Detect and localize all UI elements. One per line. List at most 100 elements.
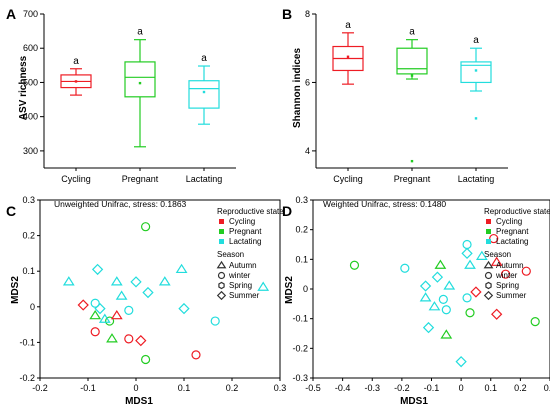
panel-c-ylabel: MDS2 bbox=[10, 276, 21, 304]
panel-c-legend-shape bbox=[216, 260, 227, 269]
panel-a-xtick-label: Cycling bbox=[61, 174, 91, 184]
panel-d-xtick-label: -0.2 bbox=[394, 383, 410, 393]
panel-d-legend-season-label: winter bbox=[495, 271, 518, 280]
panel-c-data-point bbox=[91, 263, 104, 276]
panel-b-significance-letter: a bbox=[345, 20, 351, 31]
panel-d-data-point bbox=[422, 321, 435, 334]
panel-d-legend-label: Pregnant bbox=[496, 227, 529, 236]
panel-d-data-point bbox=[400, 263, 410, 273]
panel-d-data-point bbox=[489, 233, 499, 244]
panel-c-legend-shape bbox=[216, 290, 227, 301]
panel-c-data-point bbox=[135, 334, 147, 347]
panel-d-data-point bbox=[434, 259, 447, 269]
panel-d-xtick-label: 0.1 bbox=[484, 383, 497, 393]
panel-a-box bbox=[124, 61, 156, 98]
panel-c-legend-shape bbox=[218, 281, 225, 290]
panel-a-ytick-label: 300 bbox=[23, 146, 38, 156]
panel-d-data-point bbox=[349, 260, 360, 270]
panel-c-xtick-label: -0.2 bbox=[32, 383, 48, 393]
panel-c-data-point bbox=[141, 354, 151, 365]
panel-c-data-point bbox=[110, 276, 123, 286]
panel-d-legend-label: Cycling bbox=[496, 217, 522, 226]
panel-d-data-point bbox=[419, 292, 432, 302]
panel-c-data-point bbox=[62, 276, 75, 286]
panel-c-legend-swatch bbox=[219, 229, 224, 234]
panel-c-legend-shape bbox=[217, 271, 226, 280]
panel-d-xtick-label: -0.5 bbox=[305, 383, 321, 393]
panel-c-data-point bbox=[104, 316, 115, 326]
panel-d-xtick-label: -0.1 bbox=[424, 383, 440, 393]
panel-label-d: D bbox=[282, 203, 292, 219]
panel-d-ytick-label: 0 bbox=[303, 284, 308, 294]
panel-c-data-point bbox=[124, 334, 134, 344]
panel-d-data-point bbox=[464, 259, 476, 269]
panel-d-legend-season-label: Autumn bbox=[496, 261, 524, 270]
panel-b-xtick-label: Lactating bbox=[458, 174, 495, 184]
panel-d-legend-shape bbox=[483, 260, 494, 269]
panel-d-legend-title: Reproductive state bbox=[484, 207, 550, 216]
panel-d-data-point bbox=[438, 294, 448, 304]
panel-c-data-point bbox=[77, 299, 89, 311]
panel-c-data-point bbox=[89, 309, 102, 320]
panel-d-data-point bbox=[455, 356, 467, 368]
panel-c-ytick-label: 0.2 bbox=[22, 231, 35, 241]
panel-d-xlabel: MDS1 bbox=[400, 396, 428, 407]
panel-a-xtick-label: Lactating bbox=[186, 174, 223, 184]
panel-a-xtick-label: Pregnant bbox=[122, 174, 159, 184]
panel-d-data-point bbox=[461, 247, 473, 260]
panel-c-xtick-label: 0 bbox=[133, 383, 138, 393]
panel-d-data-point bbox=[521, 266, 531, 276]
panel-b-xtick-label: Pregnant bbox=[394, 174, 431, 184]
panel-d-xtick-label: -0.4 bbox=[335, 383, 351, 393]
panel-c-data-point bbox=[94, 302, 106, 315]
panel-b-outlier bbox=[474, 117, 478, 120]
panel-d-xtick-label: -0.3 bbox=[364, 383, 380, 393]
panel-b-mean-marker bbox=[474, 69, 478, 72]
panel-c-xtick-label: 0.1 bbox=[178, 383, 191, 393]
panel-d-xtick-label: 0 bbox=[459, 383, 464, 393]
panel-b-outlier bbox=[410, 159, 414, 163]
panel-c-ytick-label: -0.2 bbox=[19, 373, 35, 383]
panel-b-ytick-label: 8 bbox=[305, 9, 310, 19]
panel-d-legend-swatch bbox=[486, 229, 491, 234]
panel-c-data-point bbox=[257, 281, 270, 291]
panel-c-data-point bbox=[124, 305, 134, 315]
panel-c-legend-label: Pregnant bbox=[229, 227, 262, 236]
panel-d-legend-season-label: Spring bbox=[496, 281, 519, 290]
panel-d-data-point bbox=[431, 271, 444, 283]
panel-d-data-point bbox=[470, 286, 482, 298]
panel-c-data-point bbox=[210, 316, 220, 326]
panel-a-mean-marker bbox=[202, 90, 206, 94]
panel-d-ylabel: MDS2 bbox=[284, 276, 295, 304]
panel-c-ytick-label: 0 bbox=[30, 302, 35, 312]
panel-d-legend-shape bbox=[484, 271, 493, 280]
panel-c-data-point bbox=[178, 302, 190, 315]
panel-d-ytick-label: -0.2 bbox=[292, 343, 308, 353]
panel-d-ytick-label: 0.3 bbox=[295, 195, 308, 205]
panel-c-data-point bbox=[141, 222, 151, 232]
panel-a-significance-letter: a bbox=[201, 53, 207, 64]
panel-d-legend-swatch bbox=[486, 219, 491, 224]
panel-a-box bbox=[188, 80, 220, 109]
panel-c-data-point bbox=[191, 350, 201, 360]
panel-d-xtick-label: 0.3 bbox=[544, 383, 550, 393]
panel-c-xlabel: MDS1 bbox=[125, 396, 153, 407]
panel-d-ytick-label: -0.1 bbox=[292, 314, 308, 324]
panel-c-xtick-label: -0.1 bbox=[80, 383, 96, 393]
panel-d-data-point bbox=[475, 250, 488, 260]
panel-d-data-point bbox=[441, 305, 451, 315]
panel-c-data-point bbox=[98, 313, 111, 323]
panel-c-data-point bbox=[130, 276, 142, 288]
panel-c-season-title: Season bbox=[217, 250, 244, 259]
panel-c-legend-label: Cycling bbox=[229, 217, 255, 226]
panel-a-ytick-label: 600 bbox=[23, 43, 38, 53]
panel-c-ytick-label: 0.1 bbox=[22, 266, 35, 276]
panel-b-boxplot: B Shannon indices 4 6 8 Cycling Pregnant Lact… bbox=[282, 6, 508, 184]
panel-d-legend-shape bbox=[485, 281, 492, 290]
panel-a-significance-letter: a bbox=[73, 56, 79, 67]
panel-b-significance-letter: a bbox=[473, 35, 479, 46]
panel-c-legend-season-label: Autumn bbox=[229, 261, 257, 270]
panel-a-mean-marker bbox=[74, 80, 78, 83]
panel-c-plot-frame bbox=[39, 199, 281, 379]
